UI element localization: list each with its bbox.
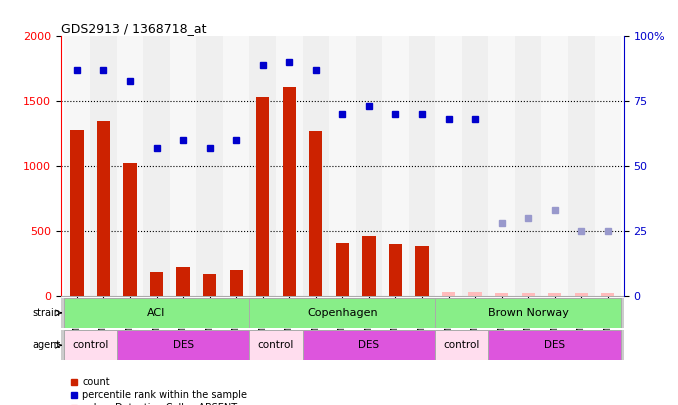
Bar: [176, 267, 190, 296]
Bar: [356, 36, 382, 296]
Bar: [495, 293, 508, 296]
Bar: [488, 36, 515, 296]
Bar: [64, 298, 250, 328]
Bar: [97, 121, 110, 296]
Bar: [521, 293, 535, 296]
Text: DES: DES: [359, 340, 380, 350]
Bar: [197, 36, 223, 296]
Bar: [250, 330, 302, 360]
Bar: [595, 36, 621, 296]
Bar: [90, 36, 117, 296]
Bar: [442, 292, 455, 296]
Bar: [64, 330, 117, 360]
Text: Brown Norway: Brown Norway: [487, 308, 569, 318]
Bar: [230, 270, 243, 296]
Bar: [302, 330, 435, 360]
Text: ACI: ACI: [147, 308, 165, 318]
Text: control: control: [72, 340, 108, 350]
Bar: [329, 36, 356, 296]
Text: strain: strain: [33, 308, 60, 318]
Bar: [223, 36, 250, 296]
Bar: [150, 272, 163, 296]
Text: agent: agent: [33, 340, 60, 350]
Bar: [256, 97, 269, 296]
Bar: [203, 274, 216, 296]
Bar: [117, 330, 250, 360]
Bar: [575, 293, 588, 296]
Text: DES: DES: [173, 340, 194, 350]
Bar: [250, 298, 435, 328]
Bar: [416, 246, 428, 296]
Bar: [71, 130, 83, 296]
Bar: [117, 36, 143, 296]
Bar: [568, 36, 595, 296]
Bar: [462, 36, 488, 296]
Bar: [548, 293, 561, 296]
Text: control: control: [258, 340, 294, 350]
Bar: [123, 164, 137, 296]
Bar: [409, 36, 435, 296]
Bar: [542, 36, 568, 296]
Text: control: control: [443, 340, 480, 350]
Bar: [435, 298, 621, 328]
Bar: [283, 87, 296, 296]
Bar: [302, 36, 329, 296]
Bar: [336, 243, 349, 296]
Bar: [276, 36, 302, 296]
Legend: count, percentile rank within the sample, value, Detection Call = ABSENT, rank, : count, percentile rank within the sample…: [66, 373, 252, 405]
Text: DES: DES: [544, 340, 565, 350]
Bar: [435, 330, 488, 360]
Bar: [468, 292, 482, 296]
Bar: [382, 36, 409, 296]
Bar: [435, 36, 462, 296]
Bar: [389, 245, 402, 296]
Bar: [362, 236, 376, 296]
Bar: [515, 36, 542, 296]
Bar: [601, 293, 614, 296]
Bar: [64, 36, 90, 296]
Text: Copenhagen: Copenhagen: [307, 308, 378, 318]
Text: GDS2913 / 1368718_at: GDS2913 / 1368718_at: [61, 22, 207, 35]
Bar: [170, 36, 197, 296]
Bar: [309, 131, 323, 296]
Bar: [143, 36, 170, 296]
Bar: [250, 36, 276, 296]
Bar: [488, 330, 621, 360]
